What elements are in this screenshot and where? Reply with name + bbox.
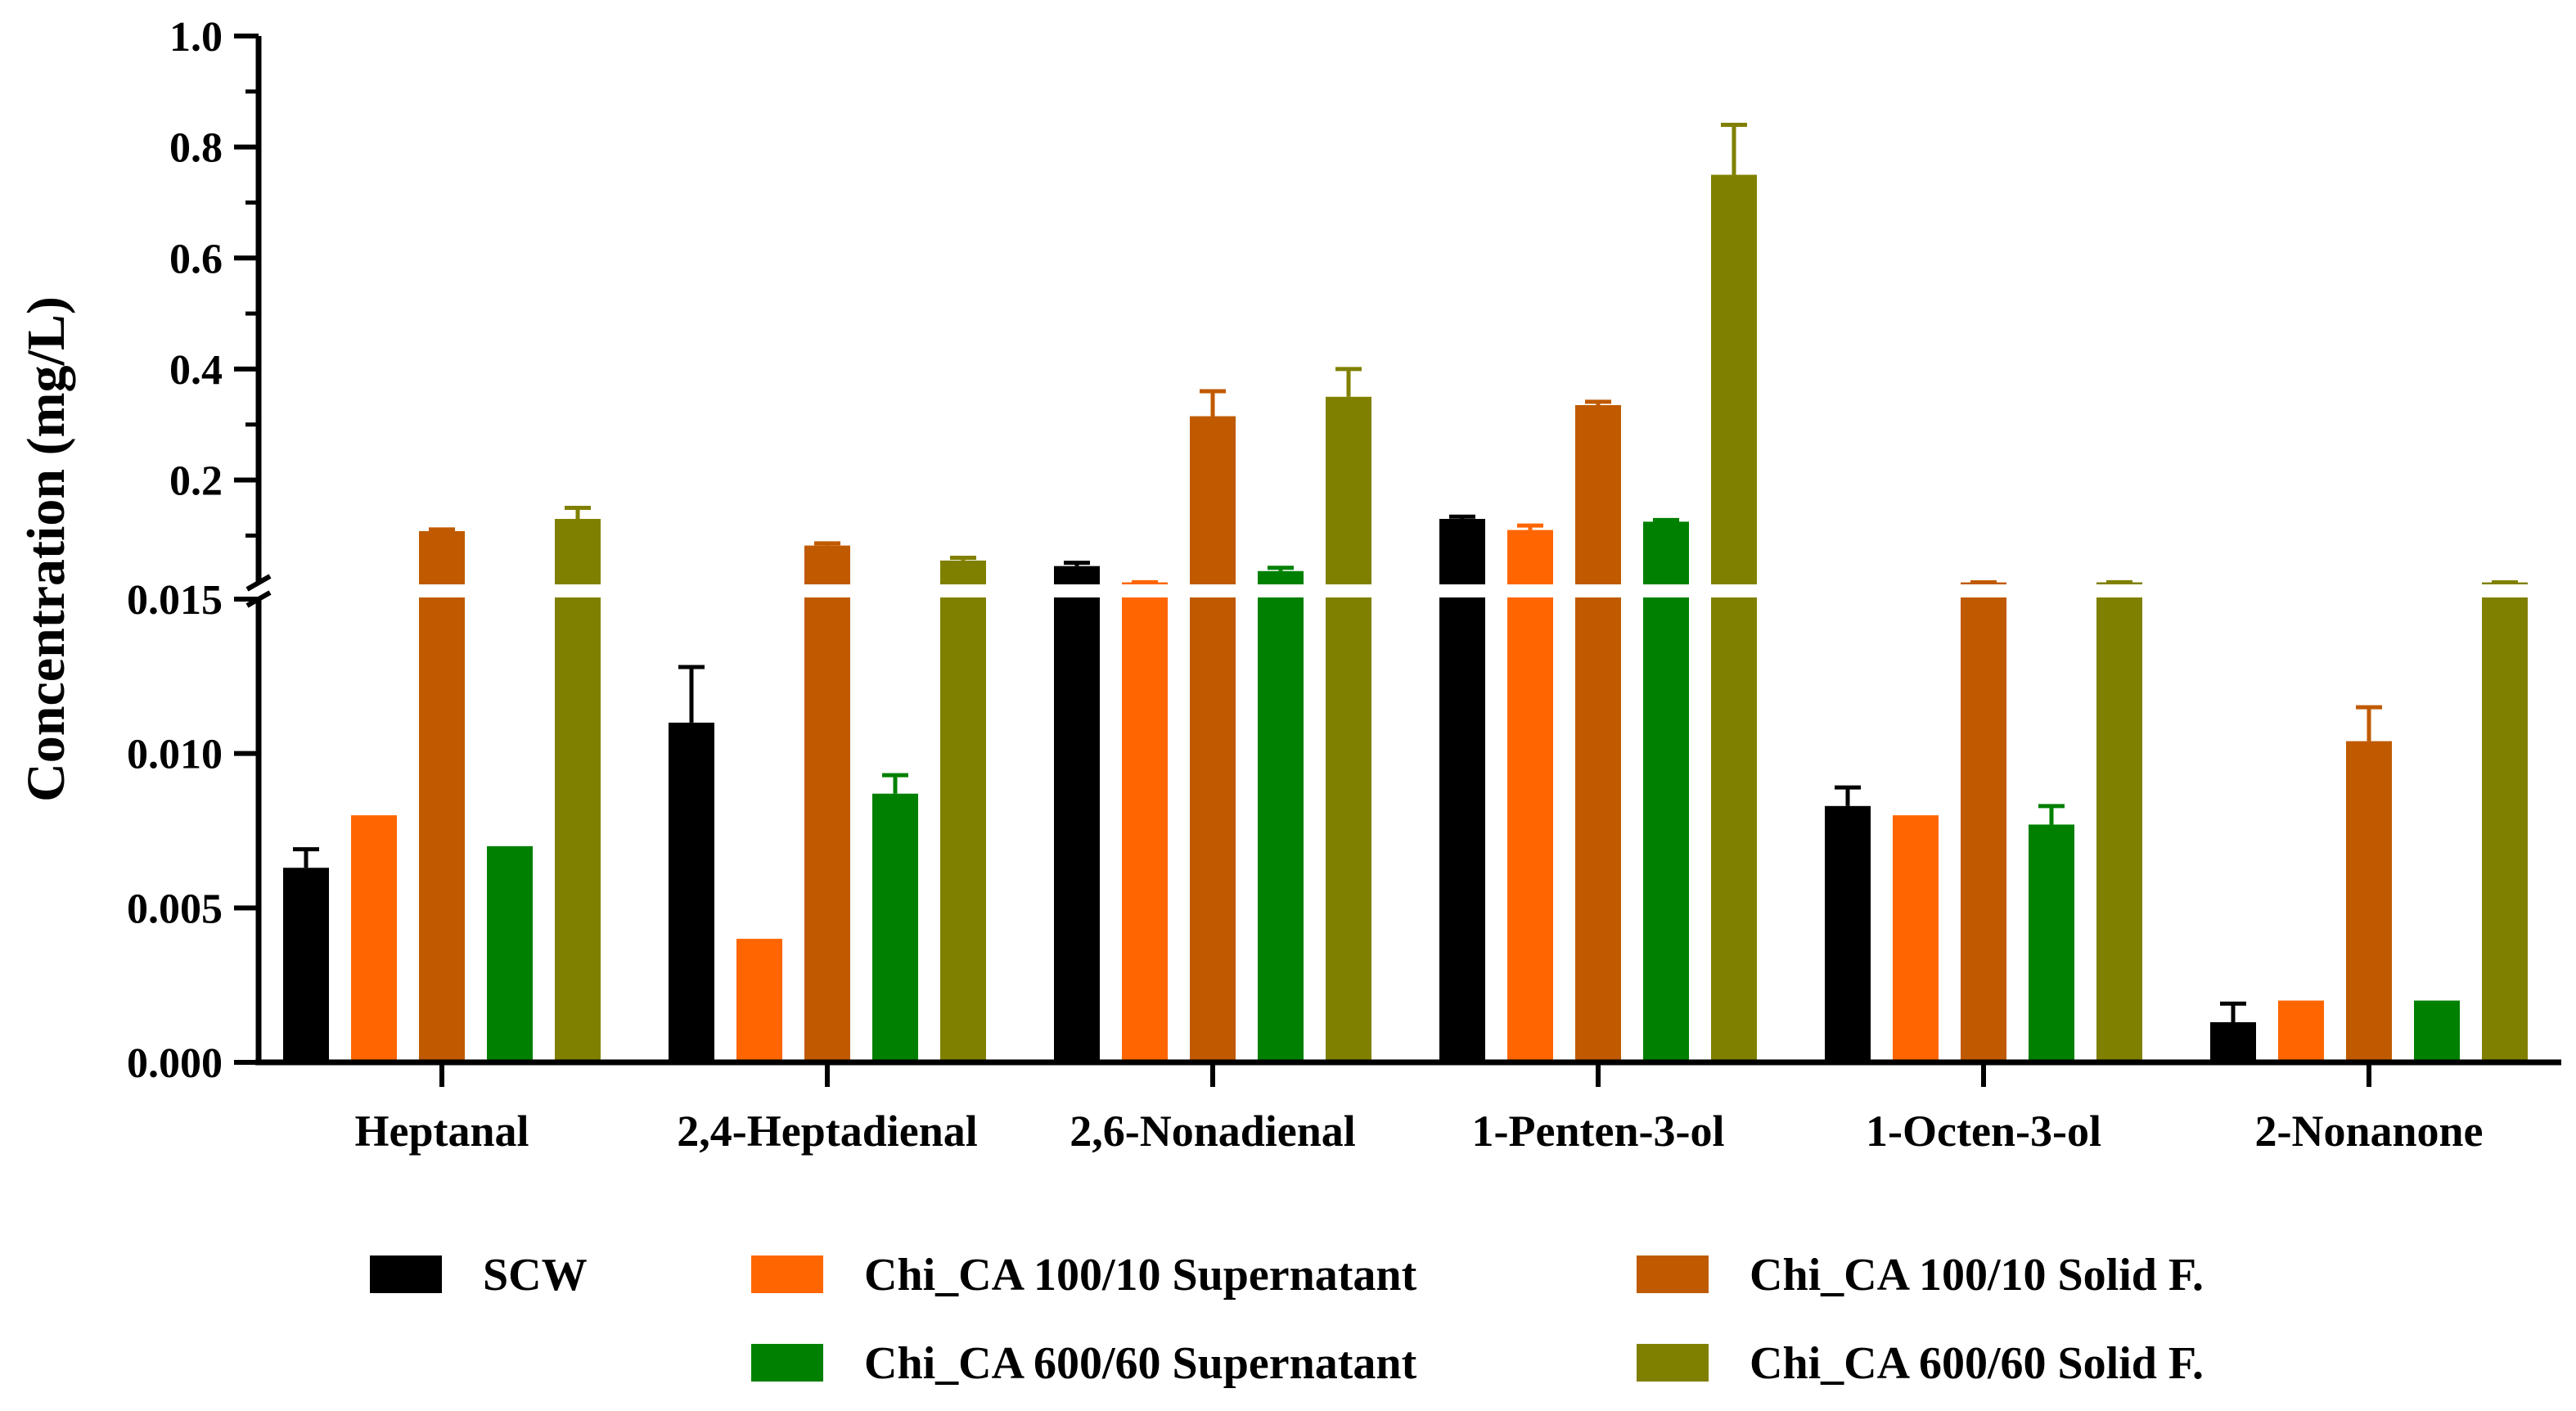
bar xyxy=(736,939,782,1062)
bar xyxy=(1122,582,1168,1062)
legend-label: Chi_CA 100/10 Supernatant xyxy=(864,1250,1417,1301)
bar xyxy=(419,530,465,1062)
legend-label: Chi_CA 100/10 Solid F. xyxy=(1750,1250,2204,1301)
bar xyxy=(1507,530,1553,1062)
bar xyxy=(1258,570,1304,1062)
x-tick-label: Heptanal xyxy=(354,1107,529,1156)
bar xyxy=(669,722,714,1062)
bar xyxy=(2346,741,2392,1062)
y-tick-label: 1.0 xyxy=(169,14,223,61)
y-tick-label: 0.010 xyxy=(127,732,223,778)
x-tick-label: 2,6-Nonadienal xyxy=(1070,1107,1356,1156)
bar xyxy=(2414,1000,2460,1062)
bars-layer xyxy=(234,123,2569,1063)
axes-layer: 0.000 0.005 0.010 0.015 0.2 0.4 0.6 0.8 1.0 Hepta… xyxy=(16,14,2561,1156)
y-axis-title: Concentration (mg/L) xyxy=(16,296,76,802)
bar xyxy=(283,868,329,1062)
bar xyxy=(555,519,601,1062)
axis-break-gap xyxy=(234,584,2569,597)
y-tick-label: 0.8 xyxy=(169,125,223,172)
bar xyxy=(2096,582,2142,1062)
y-tick-label: 0.6 xyxy=(169,236,223,282)
legend-swatch xyxy=(751,1344,823,1382)
legend-label: SCW xyxy=(483,1250,588,1301)
bar xyxy=(2482,582,2528,1062)
x-tick-label: 1-Penten-3-ol xyxy=(1472,1107,1725,1156)
bar xyxy=(1054,566,1100,1062)
bar xyxy=(1893,815,1939,1062)
bar xyxy=(1825,805,1871,1062)
bar xyxy=(1439,519,1485,1062)
y-tick-label: 0.2 xyxy=(169,458,223,505)
y-tick-label: 0.015 xyxy=(127,577,223,624)
bar xyxy=(872,793,918,1062)
bar xyxy=(2278,1000,2324,1062)
legend-label: Chi_CA 600/60 Solid F. xyxy=(1750,1338,2204,1389)
y-tick-label: 0.000 xyxy=(127,1040,223,1087)
x-tick-label: 2-Nonanone xyxy=(2254,1107,2483,1156)
axis-break-mark xyxy=(245,574,272,592)
bar xyxy=(804,545,850,1062)
bar xyxy=(1190,416,1236,1062)
legend-swatch xyxy=(751,1255,823,1293)
x-tick-label: 1-Octen-3-ol xyxy=(1866,1107,2101,1156)
y-tick-label: 0.4 xyxy=(169,347,223,394)
legend-swatch xyxy=(1637,1344,1709,1382)
bar xyxy=(2210,1021,2256,1062)
legend-swatch xyxy=(370,1255,442,1293)
bar xyxy=(940,560,986,1062)
legend-label: Chi_CA 600/60 Supernatant xyxy=(864,1338,1417,1389)
bar xyxy=(1961,582,2006,1062)
x-tick-label: 2,4-Heptadienal xyxy=(677,1107,978,1156)
bar xyxy=(487,845,533,1062)
bar xyxy=(1575,404,1621,1063)
bar xyxy=(1326,396,1371,1062)
bar xyxy=(351,815,397,1062)
legend: SCW Chi_CA 100/10 Supernatant Chi_CA 100/1… xyxy=(370,1250,2204,1389)
bar xyxy=(2029,824,2074,1062)
legend-swatch xyxy=(1637,1255,1709,1293)
bar xyxy=(1643,521,1689,1062)
y-tick-label: 0.005 xyxy=(127,886,223,932)
bar xyxy=(1711,174,1757,1062)
